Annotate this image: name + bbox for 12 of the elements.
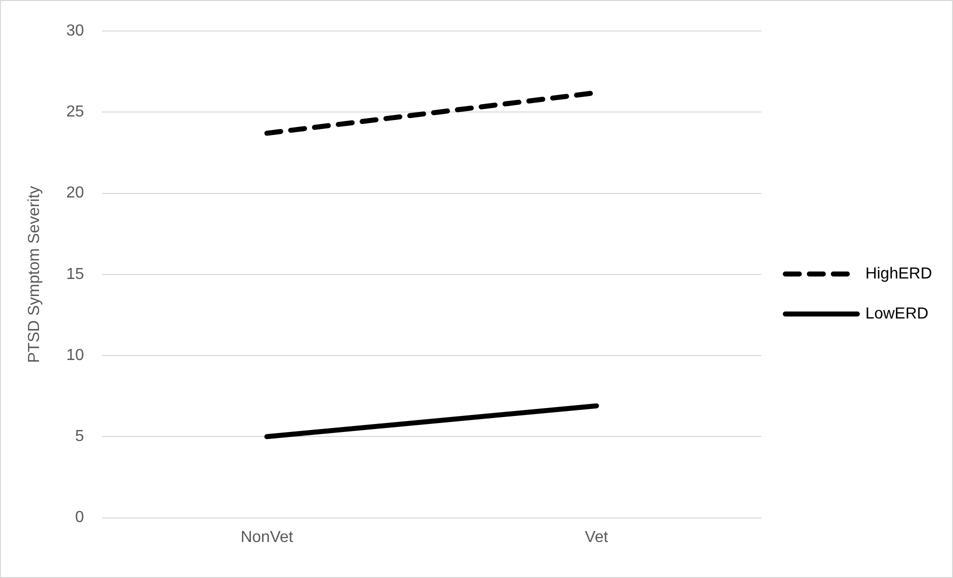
y-tick-label: 20 bbox=[66, 184, 84, 202]
y-tick-label: 10 bbox=[66, 346, 84, 364]
y-tick-label: 5 bbox=[75, 428, 84, 446]
y-tick-label: 0 bbox=[75, 509, 84, 526]
x-tick-label: Vet bbox=[584, 528, 609, 546]
legend-label: LowERD bbox=[865, 305, 928, 322]
y-tick-label: 25 bbox=[66, 104, 84, 121]
x-tick-label: NonVet bbox=[240, 528, 294, 546]
y-tick-label: 30 bbox=[66, 22, 84, 40]
legend-label: HighERD bbox=[865, 265, 932, 282]
y-axis-title: PTSD Symptom Severity bbox=[26, 186, 44, 363]
y-tick-label: 15 bbox=[66, 266, 84, 283]
